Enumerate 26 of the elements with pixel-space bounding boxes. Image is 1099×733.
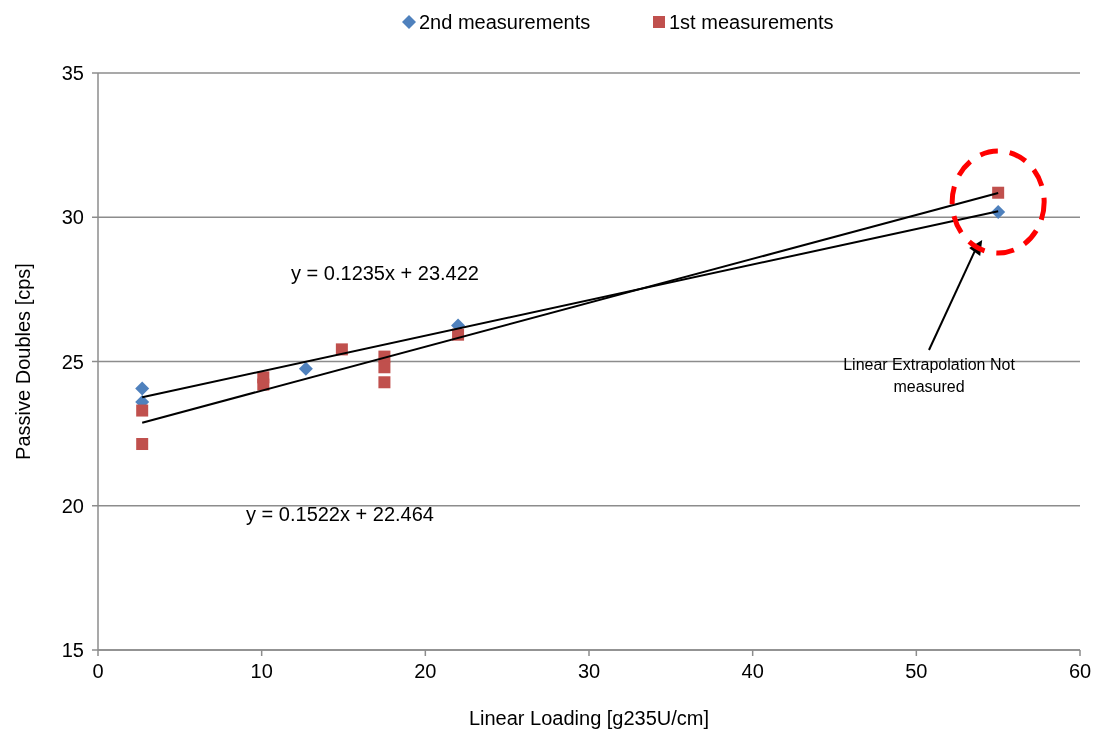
x-tick-label: 10: [250, 660, 273, 682]
legend-label: 1st measurements: [669, 11, 834, 33]
point: [135, 381, 150, 396]
x-axis-title: Linear Loading [g235U/cm]: [468, 707, 710, 729]
x-tick-label: 0: [92, 660, 104, 682]
y-axis-title: Passive Doubles [cps]: [12, 263, 34, 460]
annotation: y = 0.1235x + 23.422: [291, 262, 479, 284]
x-tick-label: 60: [1068, 660, 1092, 682]
y-tick-label: 30: [61, 206, 84, 229]
x-tick-label: 40: [741, 660, 764, 682]
point: [378, 376, 391, 389]
y-tick-label: 25: [61, 350, 84, 373]
y-tick-label: 35: [61, 62, 84, 84]
x-tick-label: 50: [905, 660, 928, 682]
annotation: y = 0.1522x + 22.464: [246, 503, 434, 525]
y-tick-label: 15: [61, 639, 84, 661]
y-tick-label: 20: [61, 494, 84, 517]
point: [298, 361, 313, 376]
point: [378, 361, 391, 374]
annotation: Linear Extrapolation Not measured: [843, 356, 1016, 395]
x-tick-label: 30: [577, 660, 601, 682]
point: [136, 438, 149, 451]
point: [992, 186, 1005, 199]
x-tick-label: 20: [414, 660, 437, 682]
legend-label: 2nd measurements: [419, 11, 591, 33]
point: [136, 404, 149, 417]
